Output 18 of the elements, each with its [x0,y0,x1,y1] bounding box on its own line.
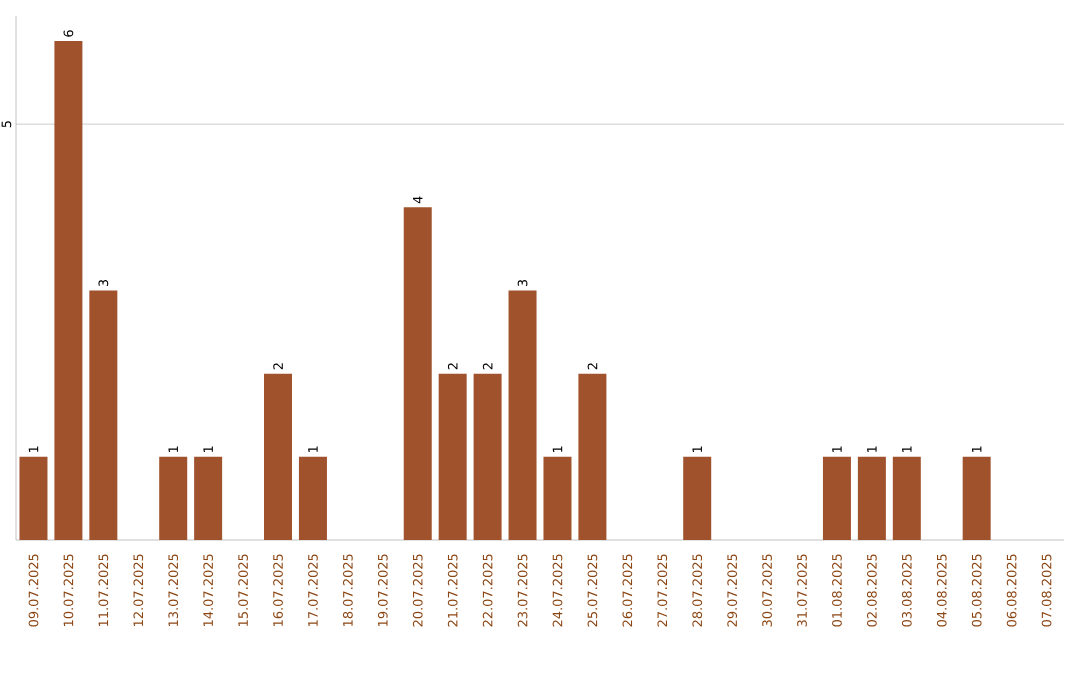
bar [54,40,83,540]
bar [683,456,712,540]
bar [89,290,118,540]
bar [159,456,188,540]
bar [19,456,48,540]
bar [857,456,886,540]
bar [438,373,467,540]
bar [578,373,607,540]
bar [508,290,537,540]
bar [473,373,502,540]
bar [264,373,292,540]
bar [194,456,223,540]
bar [298,456,327,540]
bar [543,456,572,540]
bar [962,456,991,540]
bar [822,456,851,540]
bar [403,207,432,540]
bar [892,456,921,540]
